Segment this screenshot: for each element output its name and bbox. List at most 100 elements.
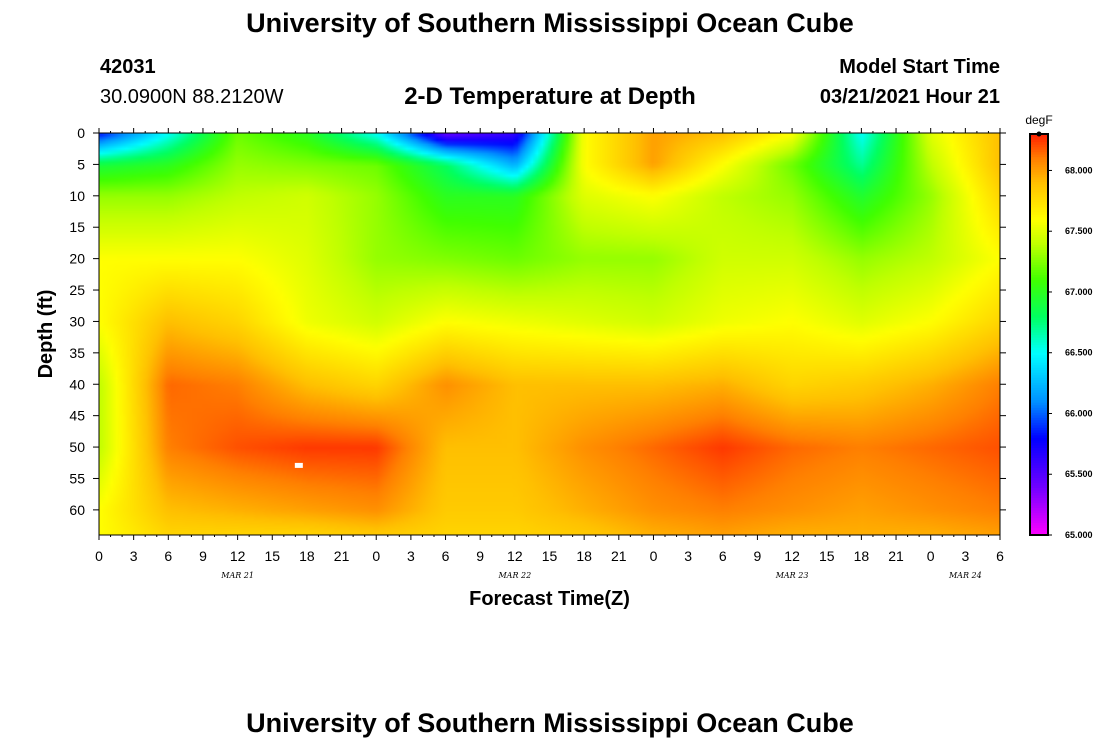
colorbar-segment [1030, 419, 1048, 423]
colorbar-segment [1030, 527, 1048, 531]
colorbar-segment [1030, 444, 1048, 448]
y-tick-label: 0 [77, 125, 85, 141]
x-tick-label: 18 [299, 548, 315, 564]
colorbar-segment [1030, 354, 1048, 358]
y-axis-title: Depth (ft) [35, 290, 57, 379]
y-tick-label: 45 [69, 408, 85, 424]
y-tick-label: 55 [69, 470, 85, 486]
x-tick-label: 0 [927, 548, 935, 564]
colorbar-tick-label: 65.000 [1065, 530, 1093, 540]
y-tick-label: 20 [69, 251, 85, 267]
colorbar-segment [1030, 331, 1048, 336]
x-tick-label: 21 [611, 548, 627, 564]
colorbar-segment [1030, 499, 1048, 504]
colorbar-segment [1030, 284, 1048, 288]
main-title: University of Southern Mississippi Ocean… [246, 8, 854, 38]
x-tick-label: 3 [407, 548, 415, 564]
colorbar-segment [1030, 209, 1048, 213]
colorbar-unit: degF [1025, 113, 1052, 127]
colorbar-segment [1030, 359, 1048, 363]
colorbar-segment [1030, 161, 1048, 165]
colorbar-segment [1030, 151, 1048, 155]
colorbar-segment [1030, 474, 1048, 478]
colorbar-segment [1030, 482, 1048, 486]
x-tick-label: 15 [264, 548, 280, 564]
colorbar-segment [1030, 219, 1048, 223]
colorbar-segment [1030, 231, 1048, 235]
colorbar-segment [1030, 206, 1048, 210]
x-tick-label: 12 [507, 548, 523, 564]
colorbar-segment [1030, 364, 1048, 368]
colorbar-segment [1030, 191, 1048, 195]
colorbar-segment [1030, 362, 1048, 366]
colorbar-segment [1030, 251, 1048, 255]
colorbar [1030, 131, 1048, 536]
y-tick-label: 35 [69, 345, 85, 361]
model-start-value: 03/21/2021 Hour 21 [819, 86, 1000, 108]
colorbar-segment [1030, 216, 1048, 220]
colorbar-segment [1030, 517, 1048, 521]
colorbar-segment [1030, 437, 1048, 441]
colorbar-segment [1030, 309, 1048, 313]
colorbar-segment [1030, 412, 1048, 416]
x-tick-label: 21 [888, 548, 904, 564]
colorbar-segment [1030, 452, 1048, 456]
x-tick-label: 6 [996, 548, 1004, 564]
colorbar-segment [1030, 229, 1048, 233]
colorbar-segment [1030, 387, 1048, 391]
colorbar-segment [1030, 146, 1048, 150]
colorbar-segment [1030, 484, 1048, 488]
colorbar-segment [1030, 469, 1048, 473]
colorbar-segment [1030, 299, 1048, 303]
colorbar-segment [1030, 306, 1048, 311]
colorbar-segment [1030, 404, 1048, 408]
colorbar-segment [1030, 281, 1048, 285]
colorbar-segment [1030, 169, 1048, 173]
colorbar-segment [1030, 179, 1048, 183]
colorbar-segment [1030, 189, 1048, 193]
x-tick-label: 3 [961, 548, 969, 564]
colorbar-segment [1030, 294, 1048, 298]
colorbar-segment [1030, 246, 1048, 250]
colorbar-ticks: 65.000 65.500 66.000 66.500 67.000 67.500 68.0… [1048, 165, 1093, 540]
colorbar-segment [1030, 507, 1048, 511]
colorbar-segment [1030, 414, 1048, 418]
y-tick-label: 50 [69, 439, 85, 455]
x-tick-label: 9 [754, 548, 762, 564]
colorbar-segment [1030, 159, 1048, 163]
colorbar-segment [1030, 372, 1048, 376]
colorbar-segment [1030, 316, 1048, 321]
colorbar-segment [1030, 349, 1048, 353]
colorbar-segment [1030, 226, 1048, 230]
colorbar-segment [1030, 519, 1048, 524]
heatmap-layer [99, 133, 1000, 535]
colorbar-tick-label: 67.500 [1065, 226, 1093, 236]
x-tick-label: 18 [576, 548, 592, 564]
colorbar-segment [1030, 241, 1048, 245]
colorbar-segment [1030, 271, 1048, 275]
colorbar-segment [1030, 234, 1048, 238]
colorbar-segment [1030, 174, 1048, 178]
colorbar-segment [1030, 176, 1048, 180]
colorbar-segment [1030, 512, 1048, 516]
x-tick-label: 15 [819, 548, 835, 564]
colorbar-segment [1030, 249, 1048, 253]
x-axis-title: Forecast Time(Z) [469, 588, 630, 610]
x-tick-label: 21 [334, 548, 350, 564]
x-axis-ticks: 0 3 6 9 12 15 18 21 0 3 6 9 12 15 18 21 0 3 6 9 12 15 18 21 0 3 6 [95, 128, 1004, 564]
colorbar-segment [1030, 324, 1048, 328]
colorbar-segment [1030, 301, 1048, 306]
colorbar-segment [1030, 374, 1048, 378]
colorbar-segment [1030, 259, 1048, 263]
colorbar-segment [1030, 224, 1048, 228]
colorbar-segment [1030, 409, 1048, 413]
colorbar-segment [1030, 352, 1048, 356]
colorbar-segment [1030, 141, 1048, 145]
colorbar-segment [1030, 432, 1048, 436]
x-tick-label: 6 [719, 548, 727, 564]
colorbar-segment [1030, 344, 1048, 348]
x-tick-label: 3 [684, 548, 692, 564]
colorbar-segment [1030, 136, 1048, 140]
colorbar-segment [1030, 256, 1048, 260]
colorbar-segment [1030, 314, 1048, 318]
